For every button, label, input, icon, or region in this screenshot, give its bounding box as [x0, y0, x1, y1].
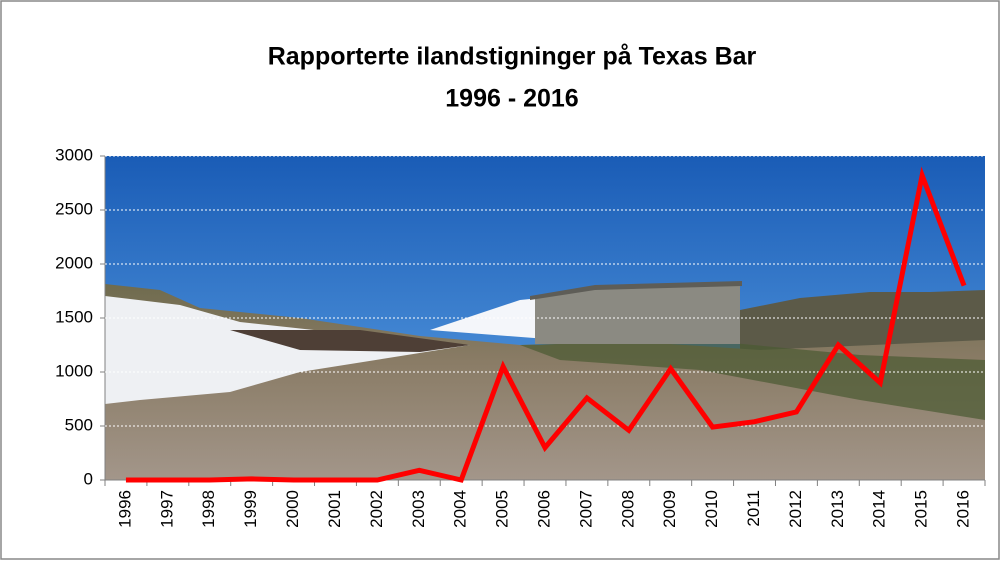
x-tick-label: 1998: [199, 490, 218, 528]
y-tick-label: 2000: [55, 253, 93, 272]
x-tick-label: 2002: [367, 490, 386, 528]
y-tick-label: 1000: [55, 361, 93, 380]
chart-title: 1996 - 2016: [445, 85, 578, 113]
x-tick-label: 1997: [157, 490, 176, 528]
x-tick-label: 2016: [954, 490, 973, 528]
x-tick-label: 2009: [660, 490, 679, 528]
x-tick-label: 2003: [409, 490, 428, 528]
x-tick-label: 1999: [241, 490, 260, 528]
x-tick-label: 2004: [451, 490, 470, 528]
y-tick-label: 1500: [55, 307, 93, 326]
x-tick-label: 2000: [283, 490, 302, 528]
x-tick-label: 2011: [744, 490, 763, 527]
x-tick-label: 2013: [828, 490, 847, 528]
y-tick-label: 0: [84, 469, 93, 488]
x-tick-label: 1996: [115, 490, 134, 528]
x-tick-label: 2001: [325, 490, 344, 528]
y-tick-label: 500: [65, 415, 93, 434]
y-tick-label: 3000: [55, 145, 93, 164]
x-tick-label: 2010: [702, 490, 721, 528]
x-tick-label: 2012: [786, 490, 805, 528]
x-tick-label: 2007: [576, 490, 595, 528]
chart: Rapporterte ilandstigninger på Texas Bar…: [0, 0, 1000, 560]
x-tick-label: 2006: [534, 490, 553, 528]
chart-title: Rapporterte ilandstigninger på Texas Bar: [268, 43, 757, 71]
y-tick-label: 2500: [55, 199, 93, 218]
x-tick-label: 2008: [618, 490, 637, 528]
x-tick-label: 2005: [493, 490, 512, 528]
x-tick-label: 2014: [870, 490, 889, 528]
x-tick-label: 2015: [912, 490, 931, 528]
